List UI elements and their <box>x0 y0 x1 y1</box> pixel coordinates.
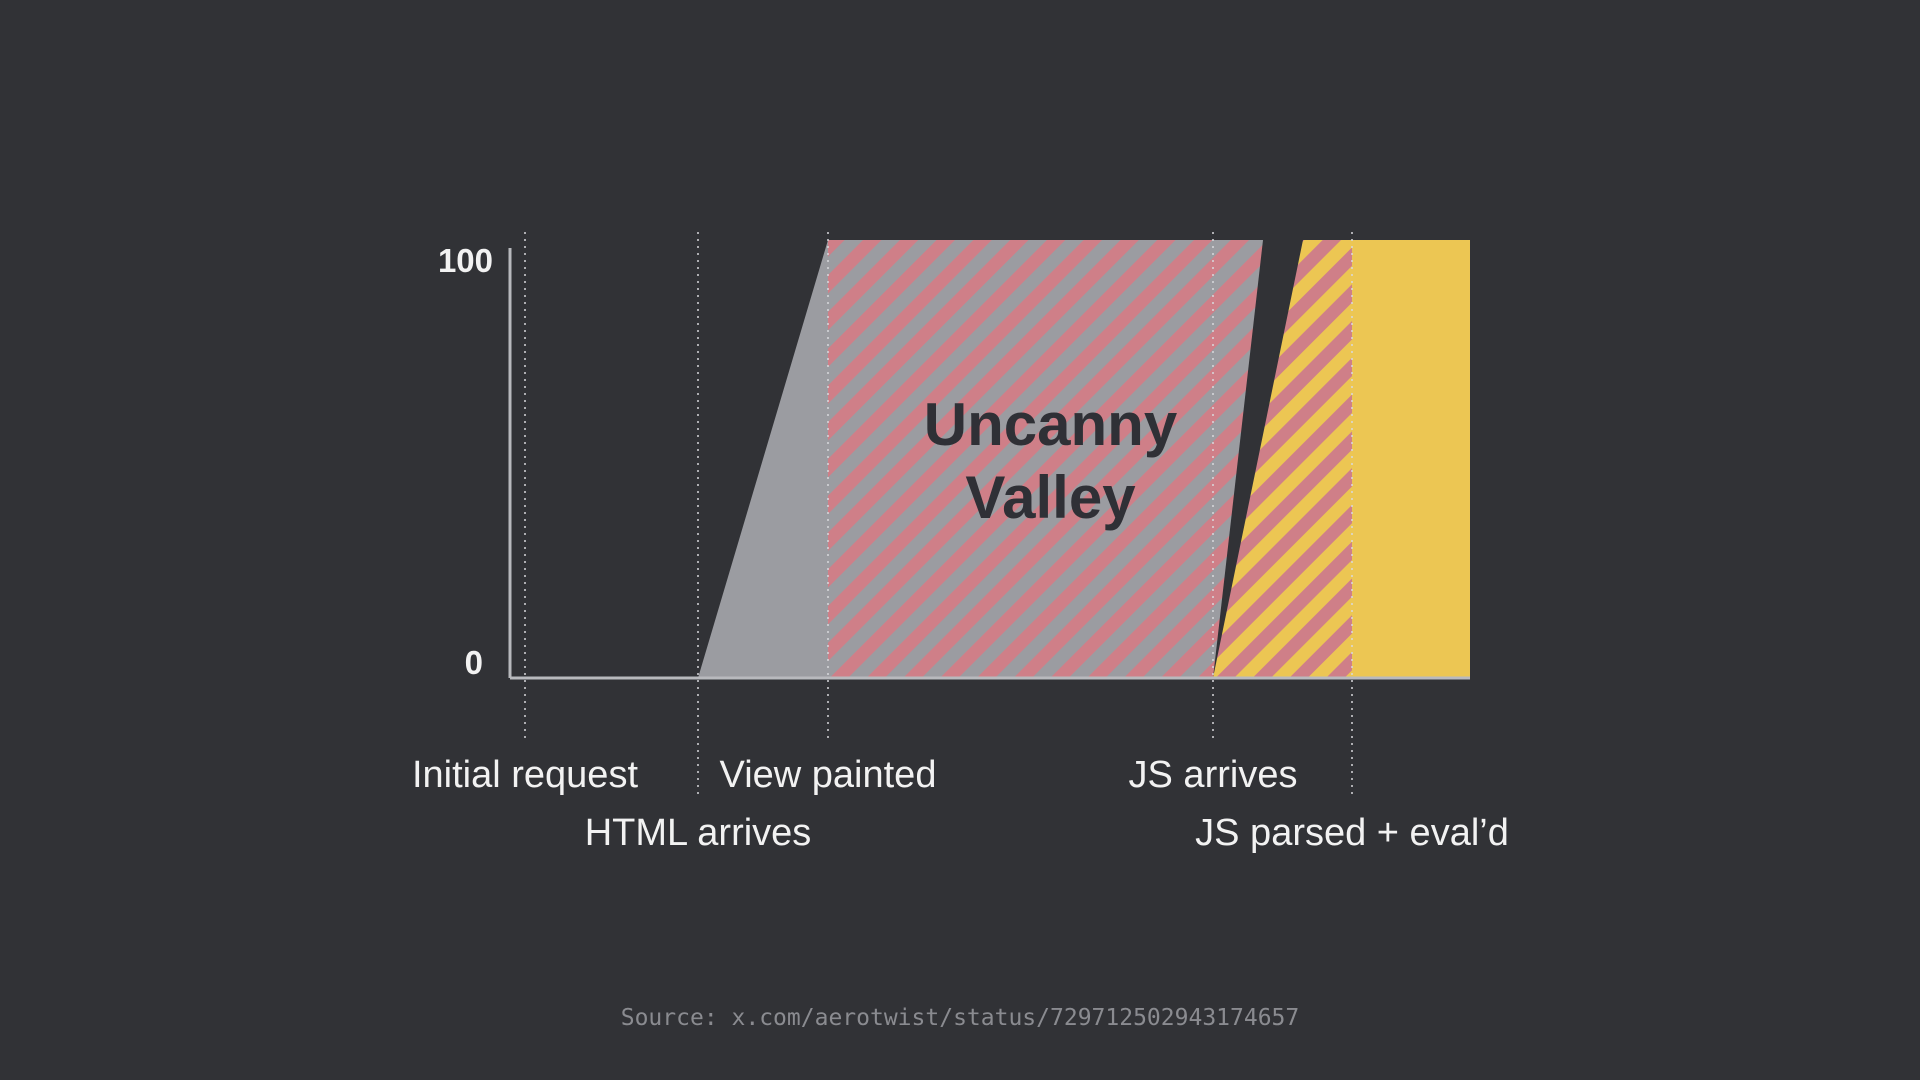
axes-group <box>508 248 1470 680</box>
milestone-label-3: JS arrives <box>1129 754 1298 796</box>
milestone-label-2: View painted <box>720 754 937 796</box>
milestone-label-4: JS parsed + eval’d <box>1195 812 1509 854</box>
valley-label-line1: Uncanny <box>924 391 1178 458</box>
y-tick-0: 0 <box>465 644 483 681</box>
regions-group <box>698 240 1470 678</box>
region-uncanny-valley <box>828 240 1263 678</box>
region-interactive <box>1352 240 1470 678</box>
region-hydrating <box>1213 240 1352 678</box>
milestone-label-0: Initial request <box>412 754 638 796</box>
source-caption: Source: x.com/aerotwist/status/729712502… <box>620 1005 1300 1031</box>
milestone-label-1: HTML arrives <box>585 812 812 854</box>
y-tick-100: 100 <box>438 242 493 279</box>
valley-label-line2: Valley <box>965 464 1136 531</box>
milestone-lines-group <box>524 232 1353 795</box>
milestone-labels-group: Initial request HTML arrives View painted J… <box>412 754 1509 854</box>
region-loading <box>698 240 828 678</box>
